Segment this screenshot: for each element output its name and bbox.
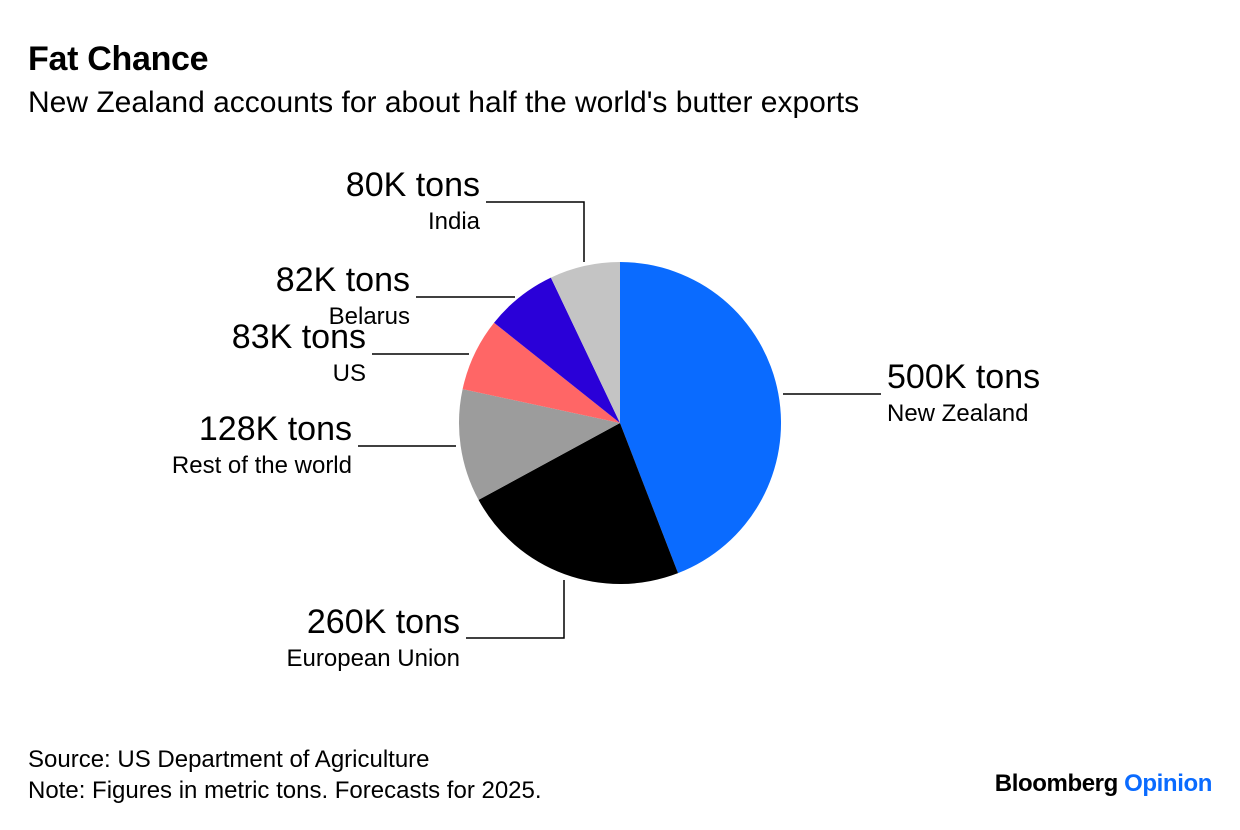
value-label-us: 83K tons [232, 318, 366, 356]
chart-subtitle: New Zealand accounts for about half the … [28, 86, 860, 119]
brand-name: Bloomberg [994, 770, 1118, 797]
source-note: Source: US Department of Agriculture [28, 746, 430, 773]
category-label-rest-of-the-world: Rest of the world [172, 452, 352, 479]
value-label-belarus: 82K tons [276, 261, 410, 299]
brand-section: Opinion [1124, 770, 1212, 797]
pie-slice-new-zealand [620, 262, 782, 574]
chart-footer: Source: US Department of Agriculture Not… [28, 744, 542, 806]
value-label-new-zealand: 500K tons [887, 358, 1040, 396]
value-label-rest-of-the-world: 128K tons [199, 410, 352, 448]
category-label-india: India [428, 208, 481, 235]
category-label-belarus: Belarus [329, 303, 410, 330]
category-label-us: US [333, 360, 366, 387]
pie-slice-belarus [494, 277, 620, 423]
category-label-european-union: European Union [287, 645, 460, 672]
leader-line-european-union [466, 580, 565, 639]
leader-line-india [486, 201, 585, 262]
pie-slice-us [462, 322, 620, 423]
value-label-india: 80K tons [346, 166, 480, 204]
chart-title: Fat Chance [28, 40, 209, 78]
category-label-new-zealand: New Zealand [887, 400, 1028, 427]
pie-slice-european-union [478, 423, 679, 585]
footnote: Note: Figures in metric tons. Forecasts … [28, 777, 542, 804]
pie-slice-india [550, 262, 620, 423]
pie-slice-rest-of-the-world [458, 389, 620, 500]
brand-logo: Bloomberg Opinion [994, 770, 1213, 798]
value-label-european-union: 260K tons [307, 603, 460, 641]
